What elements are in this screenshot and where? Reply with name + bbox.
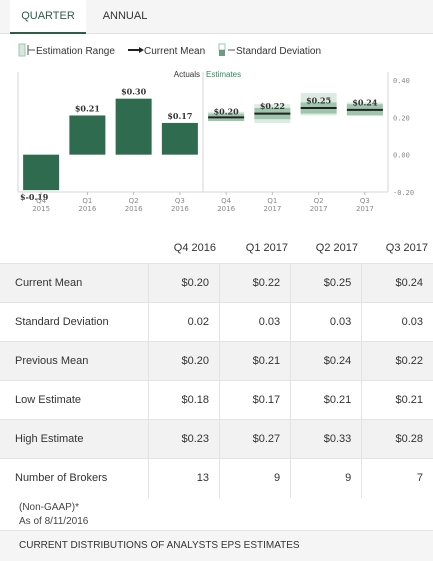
x-tick-label-year: 2017 <box>356 205 374 213</box>
x-tick-label-quarter: Q1 <box>82 197 92 205</box>
table-cell: $0.23 <box>148 419 220 459</box>
legend-current-mean: Current Mean <box>128 43 205 57</box>
table-cell: $0.25 <box>290 263 363 303</box>
eps-chart: Actuals Estimates 0.40 0.20 0.00 -0.20 $-0.19 $… <box>17 70 414 213</box>
actual-bar <box>23 154 60 191</box>
row-label: Previous Mean <box>0 341 149 381</box>
column-header: Q2 2017 <box>315 242 358 254</box>
estimate-value-label: $0.24 <box>352 97 377 107</box>
table-row: Previous Mean $0.20 $0.21 $0.24 $0.22 <box>0 341 433 381</box>
row-label: Low Estimate <box>0 380 149 420</box>
table-cell: 7 <box>361 458 433 498</box>
x-tick-label-year: 2016 <box>78 205 96 213</box>
y-tick-label: -0.20 <box>393 189 414 197</box>
x-tick-label-year: 2017 <box>263 205 281 213</box>
row-label: Current Mean <box>0 263 149 303</box>
actual-bar <box>69 115 106 155</box>
legend-standard-deviation-label: Standard Deviation <box>236 46 322 57</box>
row-label: Number of Brokers <box>0 458 149 498</box>
footnote: (Non-GAAP)* As of 8/11/2016 <box>19 501 88 529</box>
estimates-table: Current Mean $0.20 $0.22 $0.25 $0.24 Standard… <box>0 263 433 498</box>
column-header: Q4 2016 <box>173 242 216 254</box>
table-cell: $0.24 <box>361 263 433 303</box>
y-tick-label: 0.40 <box>393 77 410 85</box>
distributions-section-header[interactable]: CURRENT DISTRIBUTIONS OF ANALYSTS EPS ES… <box>0 530 433 561</box>
period-tabs: QUARTER ANNUAL <box>0 0 433 34</box>
legend-estimation-range-label: Estimation Range <box>36 46 115 57</box>
actual-bar <box>161 122 198 155</box>
legend-current-mean-label: Current Mean <box>144 46 206 57</box>
table-cell: 9 <box>219 458 292 498</box>
table-cell: $0.21 <box>361 380 433 420</box>
as-of-date: As of 8/11/2016 <box>19 516 89 527</box>
table-cell: 0.02 <box>148 302 220 342</box>
table-row: Current Mean $0.20 $0.22 $0.25 $0.24 <box>0 263 433 303</box>
table-cell: $0.20 <box>148 263 220 303</box>
x-tick-label-quarter: Q4 <box>221 197 232 205</box>
x-tick-label-quarter: Q4 <box>36 197 47 205</box>
row-label: Standard Deviation <box>0 302 149 342</box>
table-row: Standard Deviation 0.02 0.03 0.03 0.03 <box>0 302 433 342</box>
x-tick-label-quarter: Q3 <box>175 197 185 205</box>
estimate-value-label: $0.22 <box>260 101 285 111</box>
tab-quarter[interactable]: QUARTER <box>10 0 86 34</box>
estimate-value-label: $0.25 <box>306 95 331 105</box>
table-cell: $0.22 <box>361 341 433 381</box>
tab-annual[interactable]: ANNUAL <box>102 10 148 22</box>
table-cell: 0.03 <box>290 302 363 342</box>
non-gaap-note: (Non-GAAP)* <box>19 502 80 513</box>
x-tick-label-year: 2017 <box>310 205 328 213</box>
table-cell: $0.20 <box>148 341 220 381</box>
estimate-value-label: $0.20 <box>214 107 239 117</box>
table-cell: $0.28 <box>361 419 433 459</box>
legend-standard-deviation: Standard Deviation <box>218 43 321 57</box>
estimation-range-icon <box>18 43 35 57</box>
table-row: Low Estimate $0.18 $0.17 $0.21 $0.21 <box>0 380 433 420</box>
table-cell: 13 <box>148 458 220 498</box>
row-label: High Estimate <box>0 419 149 459</box>
table-cell: $0.21 <box>219 341 292 381</box>
table-cell: $0.21 <box>290 380 363 420</box>
table-cell: 0.03 <box>361 302 433 342</box>
table-cell: 0.03 <box>219 302 292 342</box>
x-tick-label-quarter: Q3 <box>360 197 370 205</box>
table-cell: $0.27 <box>219 419 292 459</box>
x-tick-label-quarter: Q2 <box>314 197 324 205</box>
table-cell: $0.17 <box>219 380 292 420</box>
estimates-section-label: Estimates <box>206 70 241 79</box>
actual-value-label: $-0.19 <box>20 192 49 202</box>
legend-estimation-range: Estimation Range <box>18 43 115 57</box>
table-row: High Estimate $0.23 $0.27 $0.33 $0.28 <box>0 419 433 459</box>
column-header: Q3 2017 <box>385 242 428 254</box>
current-mean-icon <box>128 47 144 53</box>
table-cell: $0.33 <box>290 419 363 459</box>
x-tick-label-quarter: Q2 <box>129 197 139 205</box>
y-tick-label: 0.00 <box>393 152 410 160</box>
x-tick-label-year: 2016 <box>171 205 189 213</box>
standard-deviation-icon <box>218 43 235 56</box>
table-row: Number of Brokers 13 9 9 7 <box>0 458 433 498</box>
actual-value-label: $0.17 <box>167 111 192 121</box>
actual-value-label: $0.30 <box>121 87 146 97</box>
actual-bar <box>115 98 152 155</box>
x-tick-label-year: 2016 <box>217 205 235 213</box>
table-column-headers: Q4 2016 Q1 2017 Q2 2017 Q3 2017 <box>0 236 433 262</box>
table-cell: $0.22 <box>219 263 292 303</box>
x-tick-label-year: 2015 <box>32 205 50 213</box>
actuals-section-label: Actuals <box>174 70 200 79</box>
x-tick-label-year: 2016 <box>125 205 143 213</box>
table-cell: $0.18 <box>148 380 220 420</box>
column-header: Q1 2017 <box>245 242 288 254</box>
x-tick-label-quarter: Q1 <box>267 197 277 205</box>
table-cell: $0.24 <box>290 341 363 381</box>
actual-value-label: $0.21 <box>75 103 100 113</box>
table-cell: 9 <box>290 458 363 498</box>
y-tick-label: 0.20 <box>393 114 410 122</box>
